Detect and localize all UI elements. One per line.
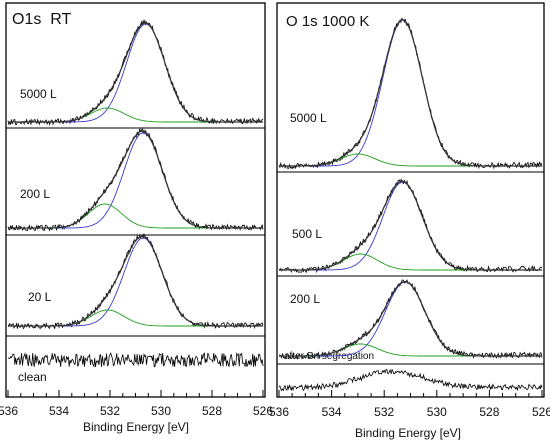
fit-envelope: [8, 22, 263, 123]
x-tick-label: 530: [427, 405, 447, 419]
x-tick-label: 530: [151, 404, 171, 418]
x-tick-label: 534: [49, 404, 69, 418]
x-tick-label: 526: [532, 405, 550, 419]
trace-label: 500 L: [292, 227, 322, 241]
panel-left-title: O1s RT: [12, 11, 72, 28]
trace-label: 5000 L: [20, 87, 57, 101]
spectrum-trace: [7, 128, 264, 232]
fit-shoulder-component: [8, 203, 263, 229]
x-tick-label: 532: [100, 404, 120, 418]
x-tick-label: 528: [202, 404, 222, 418]
spectrum-trace: [7, 352, 264, 368]
fit-envelope: [8, 130, 263, 229]
trace-label: clean: [18, 370, 47, 384]
panel-right-title: O 1s 1000 K: [286, 13, 369, 30]
x-tick-label: 526: [253, 404, 273, 418]
fit-main-component: [8, 237, 263, 327]
fit-envelope: [279, 280, 542, 357]
trace-label: 20 L: [28, 290, 52, 304]
spectrum-trace: [278, 178, 543, 274]
fit-main-component: [8, 132, 263, 229]
x-tick-label: 534: [322, 405, 342, 419]
panel-right: O 1s 1000 K 5000 L 500 L 200 L after Sn …: [269, 2, 550, 440]
spectrum-trace: [7, 232, 264, 330]
panel-right-frame: [276, 2, 545, 398]
fit-main-component: [279, 19, 542, 167]
x-tick-label: 532: [374, 405, 394, 419]
spectrum-trace: [278, 17, 543, 170]
fit-main-component: [8, 23, 263, 123]
trace-label: 200 L: [20, 187, 50, 201]
fit-envelope: [279, 18, 542, 167]
spectrum-trace: [278, 368, 543, 392]
panel-left: O1s RT 5000 L 200 L 20 L clean 536 534 532…: [0, 2, 273, 434]
trace-label: after Sn segregation: [284, 351, 374, 362]
fit-envelope: [8, 235, 263, 327]
fit-envelope: [279, 180, 542, 271]
x-axis-label: Binding Energy [eV]: [355, 426, 461, 440]
x-tick-label: 536: [0, 404, 18, 418]
trace-label: 5000 L: [290, 111, 327, 125]
x-axis-label: Binding Energy [eV]: [83, 420, 189, 434]
x-tick-label: 536: [269, 405, 289, 419]
x-tick-label: 528: [479, 405, 499, 419]
trace-label: 200 L: [290, 292, 320, 306]
fit-main-component: [279, 181, 542, 271]
